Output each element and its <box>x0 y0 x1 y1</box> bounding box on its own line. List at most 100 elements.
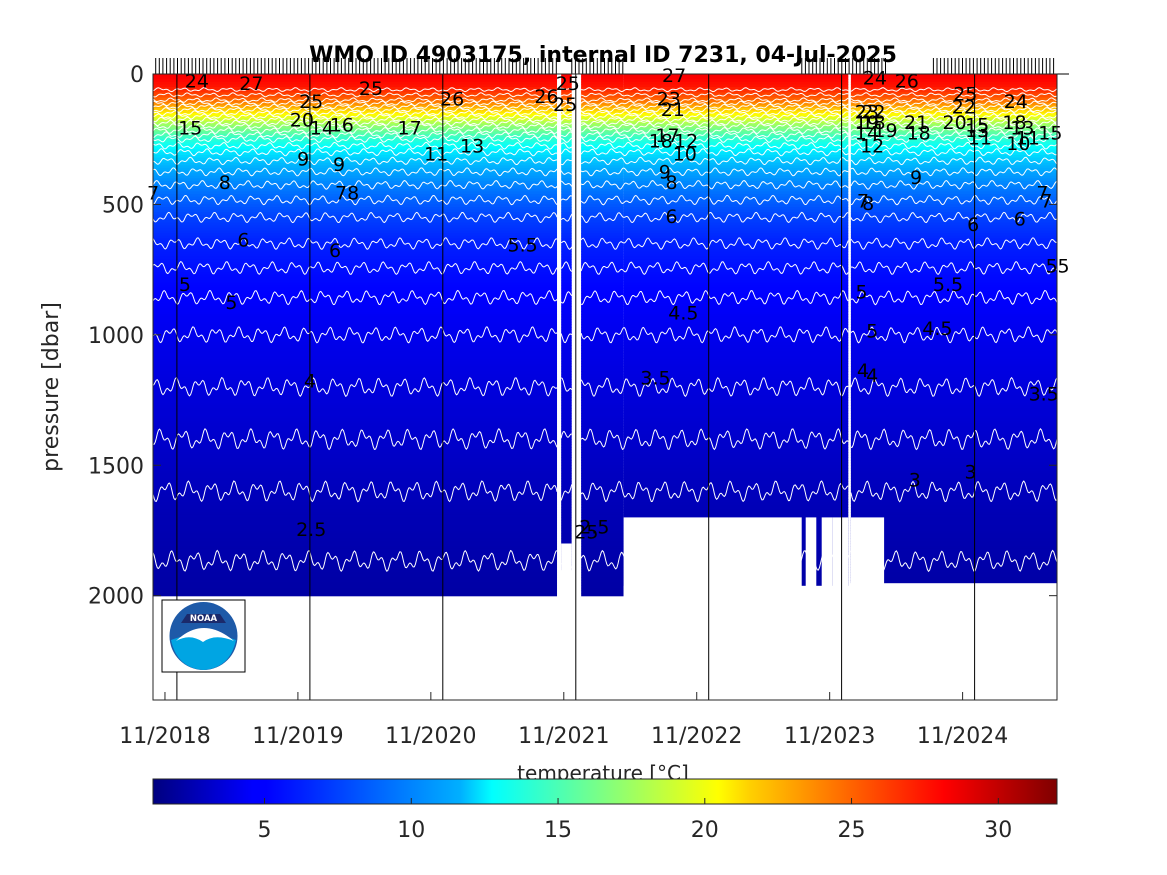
temperature-band <box>581 238 624 242</box>
temperature-band <box>581 217 624 221</box>
temperature-band <box>561 507 572 511</box>
temperature-band <box>623 186 849 190</box>
temperature-band <box>581 225 624 229</box>
temperature-band <box>153 188 558 192</box>
contour-line <box>850 119 1057 127</box>
contour-line <box>560 484 573 501</box>
temperature-band <box>623 340 849 344</box>
temperature-band <box>850 413 1057 417</box>
temperature-band <box>561 152 572 156</box>
temperature-band <box>581 402 624 406</box>
contour-label: 6 <box>1014 209 1026 231</box>
contour-label: 21 <box>904 112 928 134</box>
temperature-band <box>850 475 1057 479</box>
temperature-band <box>153 436 558 440</box>
contour-line <box>580 237 624 250</box>
contour-line <box>580 110 624 117</box>
temperature-band <box>623 264 849 268</box>
contour-line <box>560 124 572 130</box>
temperature-band <box>561 533 572 537</box>
contour-label: 15 <box>1038 123 1062 145</box>
y-axis-label: pressure [dbar] <box>39 302 64 472</box>
contour-line <box>560 113 572 118</box>
temperature-band <box>561 170 572 174</box>
temperature-band <box>623 439 849 443</box>
contour-label: 9 <box>910 167 922 189</box>
temperature-band <box>153 233 558 237</box>
temperature-band <box>581 285 624 289</box>
temperature-band <box>850 501 1057 505</box>
temperature-band <box>623 480 849 485</box>
temperature-band <box>153 548 558 552</box>
temperature-band <box>850 295 1057 299</box>
temperature-band <box>581 355 624 359</box>
contour-line <box>153 113 558 120</box>
temperature-band <box>623 100 849 104</box>
temperature-band <box>561 332 572 336</box>
temperature-band <box>850 551 1057 555</box>
temperature-band <box>581 363 624 367</box>
temperature-band <box>623 147 849 151</box>
temperature-band <box>581 186 624 190</box>
contour-label: 9 <box>333 154 345 176</box>
temperature-band <box>153 261 558 265</box>
y-tick-label: 500 <box>102 193 144 218</box>
contour-label: 18 <box>1002 112 1026 134</box>
temperature-band <box>850 207 1057 211</box>
temperature-band <box>561 81 572 85</box>
temperature-band <box>561 535 572 539</box>
contour-line <box>580 428 624 451</box>
temperature-band <box>153 431 558 435</box>
x-tick-label: 11/2019 <box>252 724 343 749</box>
temperature-band <box>153 342 558 346</box>
temperature-band <box>581 546 624 550</box>
temperature-band <box>153 462 558 466</box>
temperature-band <box>153 240 558 245</box>
temperature-band <box>153 517 558 521</box>
temperature-band <box>581 345 624 349</box>
temperature-band <box>581 261 624 265</box>
contour-line <box>581 97 624 103</box>
temperature-band <box>850 259 1057 263</box>
temperature-band <box>561 334 572 338</box>
temperature-band <box>850 282 1057 286</box>
temperature-band <box>850 316 1057 320</box>
temperature-band <box>153 512 558 516</box>
temperature-band <box>561 277 572 281</box>
temperature-band <box>153 402 558 406</box>
temperature-band <box>581 577 624 581</box>
temperature-band <box>623 207 849 211</box>
temperature-band <box>153 316 558 320</box>
temperature-band <box>581 84 624 88</box>
contour-line <box>561 137 573 143</box>
temperature-band <box>153 496 558 500</box>
temperature-band <box>153 488 558 492</box>
temperature-band <box>581 493 624 498</box>
temperature-band <box>561 470 572 474</box>
temperature-band <box>153 533 558 537</box>
temperature-band <box>850 188 1057 192</box>
temperature-band <box>581 300 624 305</box>
temperature-band <box>153 374 558 378</box>
temperature-band <box>623 407 849 412</box>
temperature-band <box>153 321 558 325</box>
temperature-band <box>153 201 558 205</box>
temperature-band <box>561 214 572 218</box>
temperature-band <box>561 308 572 312</box>
temperature-band <box>581 311 624 315</box>
temperature-band <box>561 287 572 292</box>
temperature-band <box>153 282 558 286</box>
temperature-band <box>623 126 849 130</box>
temperature-band <box>850 368 1057 372</box>
contour-line <box>560 195 573 201</box>
temperature-band <box>581 272 624 276</box>
temperature-band <box>850 350 1057 354</box>
temperature-band <box>623 363 849 367</box>
temperature-band <box>850 405 1057 409</box>
temperature-band <box>623 501 849 505</box>
temperature-band <box>850 486 1057 490</box>
temperature-band <box>850 535 1057 539</box>
temperature-band <box>153 147 558 151</box>
temperature-band <box>623 295 849 299</box>
contour-label: 18 <box>907 123 931 145</box>
